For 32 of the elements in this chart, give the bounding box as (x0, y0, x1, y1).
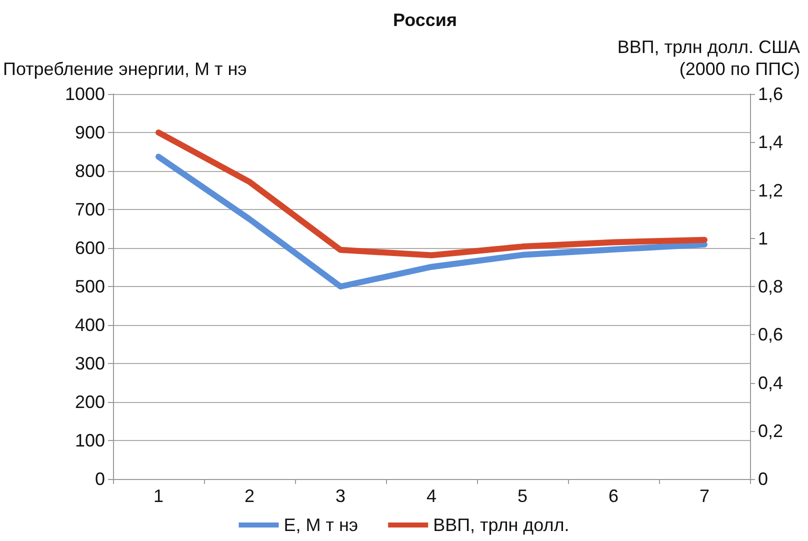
x-tick-label: 4 (426, 486, 437, 506)
x-tick-label: 3 (335, 486, 346, 506)
y2-axis-title: ВВП, трлн долл. США (2000 по ППС) (617, 37, 800, 79)
y2-tick-label: 0,2 (758, 420, 784, 441)
y2-tick-label: 1,4 (758, 132, 784, 152)
y2-tick-label: 0,6 (758, 324, 784, 345)
y-tick-label: 100 (74, 430, 105, 450)
y-tick-label: 700 (74, 200, 105, 220)
y2-tick-label: 0,4 (758, 372, 784, 393)
y-tick-label: 200 (74, 392, 105, 412)
y2-tick-label: 1,6 (758, 84, 784, 104)
y2-tick-label: 1,2 (758, 180, 784, 200)
x-tick-label: 7 (699, 486, 710, 506)
x-tick-label: 2 (244, 486, 255, 506)
chart-title: Россия (393, 10, 457, 30)
y-tick-label: 600 (74, 238, 105, 258)
y-tick-label: 1000 (64, 84, 105, 104)
y-axis-title: Потребление энергии, М т нэ (3, 59, 247, 79)
legend-label: E, М т нэ (284, 515, 358, 535)
y-tick-label: 300 (74, 354, 105, 374)
legend-label: ВВП, трлн долл. (433, 515, 570, 535)
y2-tick-label: 0 (758, 469, 768, 489)
y-tick-label: 500 (74, 276, 105, 296)
y-tick-label: 0 (94, 469, 105, 489)
y-tick-label: 900 (74, 122, 105, 142)
x-tick-label: 5 (517, 486, 528, 506)
x-tick-label: 6 (608, 486, 619, 506)
y2-tick-label: 0,8 (758, 276, 784, 296)
y2-tick-label: 1 (758, 228, 768, 248)
x-tick-label: 1 (153, 486, 164, 506)
y-tick-label: 400 (74, 315, 105, 335)
y-tick-label: 800 (74, 161, 105, 181)
